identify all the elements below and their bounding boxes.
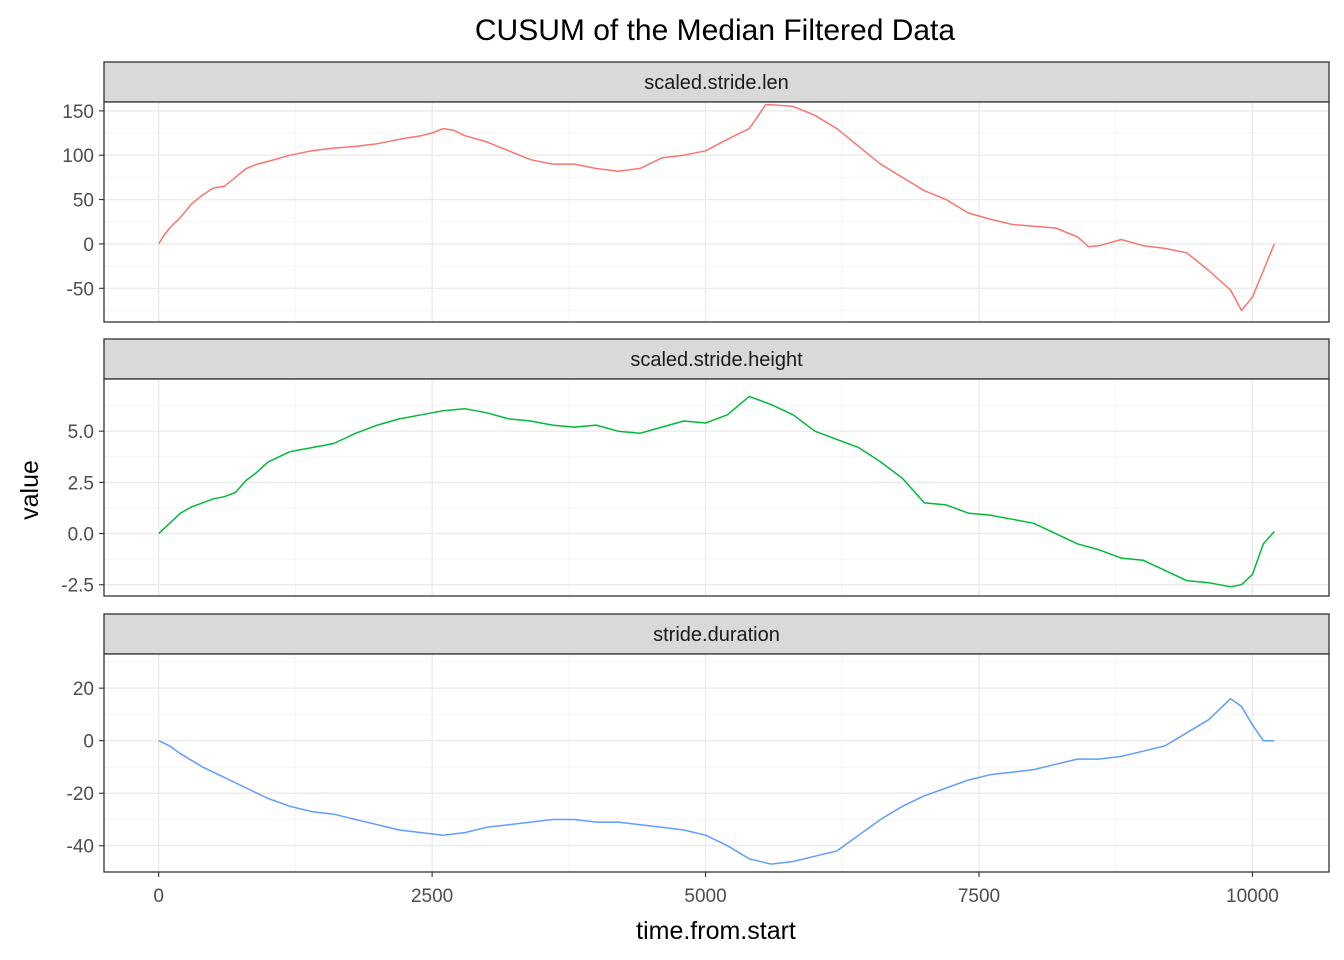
series-line-scaled-stride-len (158, 103, 1275, 312)
facet-strip-label: scaled.stride.len (644, 72, 789, 94)
panel-background (104, 379, 1329, 596)
y-tick-label: -20 (67, 784, 94, 805)
y-tick-label: 0 (83, 235, 94, 256)
y-tick-label: 50 (73, 191, 94, 212)
y-tick-label: 20 (73, 679, 94, 700)
panel-grid (104, 654, 1329, 872)
panel-frame (103, 653, 1330, 873)
panel-background (104, 654, 1329, 872)
panel-grid (104, 102, 1329, 322)
facet-strip (103, 338, 1330, 380)
x-tick-label: 2500 (411, 886, 453, 907)
facet-panel-2: scaled.stride.height -2.5 0.0 2.5 5.0 (61, 338, 1330, 597)
y-tick-label: -2.5 (61, 576, 94, 597)
y-tick-label: 100 (62, 146, 94, 167)
series-line-scaled-stride-height (158, 395, 1275, 588)
facet-panel-1: scaled.stride.len -50 0 50 100 150 (62, 61, 1330, 323)
chart-title: CUSUM of the Median Filtered Data (475, 14, 956, 47)
panel-frame (103, 101, 1330, 323)
y-tick-label: 2.5 (68, 473, 94, 494)
panel-grid (104, 379, 1329, 596)
y-tick-label: 0.0 (68, 525, 94, 546)
facet-panel-3: stride.duration -40 -20 0 20 (67, 613, 1330, 873)
facet-panels: scaled.stride.len-50050100150scaled.stri… (61, 61, 1330, 873)
panel-frame (103, 378, 1330, 597)
x-tick-label: 7500 (958, 886, 1000, 907)
x-tick-label: 5000 (684, 886, 726, 907)
facet-strip (103, 613, 1330, 655)
panel-background (104, 102, 1329, 322)
facet-strip (103, 61, 1330, 103)
y-tick-label: -50 (67, 279, 94, 300)
facet-strip-label: stride.duration (653, 624, 780, 646)
y-axis-title: value (16, 460, 44, 520)
x-axis: 0 2500 5000 7500 10000 (153, 872, 1279, 907)
x-tick-label: 10000 (1226, 886, 1279, 907)
x-axis-title: time.from.start (636, 917, 796, 945)
y-tick-label: 150 (62, 102, 94, 123)
y-tick-label: 5.0 (68, 422, 94, 443)
y-tick-label: 0 (83, 732, 94, 753)
facet-strip-label: scaled.stride.height (630, 349, 803, 371)
x-tick-label: 0 (153, 886, 164, 907)
series-line-stride-duration (158, 697, 1275, 865)
y-tick-label: -40 (67, 837, 94, 858)
